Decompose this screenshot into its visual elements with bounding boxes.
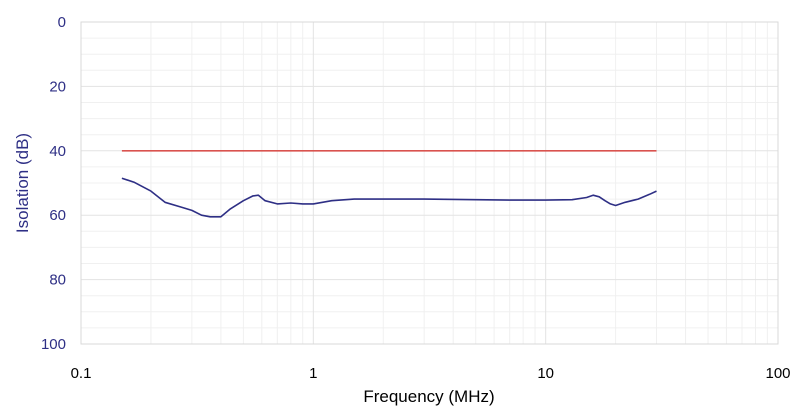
grid xyxy=(80,21,779,345)
series-group xyxy=(121,150,657,218)
y-tick-label: 80 xyxy=(49,272,66,289)
series-line-isolation xyxy=(121,177,657,218)
y-tick-label: 40 xyxy=(49,143,66,160)
x-tick-label: 0.1 xyxy=(71,365,92,382)
y-axis-ticks: 0 20 40 60 80 100 xyxy=(41,14,66,353)
x-tick-label: 100 xyxy=(765,365,790,382)
x-axis-title: Frequency (MHz) xyxy=(363,387,494,406)
y-tick-label: 20 xyxy=(49,78,66,95)
x-axis-ticks: 0.1 1 10 100 xyxy=(71,365,791,382)
y-tick-label: 60 xyxy=(49,207,66,224)
x-tick-label: 10 xyxy=(537,365,554,382)
y-tick-label: 0 xyxy=(58,14,66,31)
plot-frame xyxy=(80,21,779,345)
y-tick-label: 100 xyxy=(41,336,66,353)
y-axis-title: Isolation (dB) xyxy=(13,133,32,233)
x-tick-label: 1 xyxy=(309,365,317,382)
